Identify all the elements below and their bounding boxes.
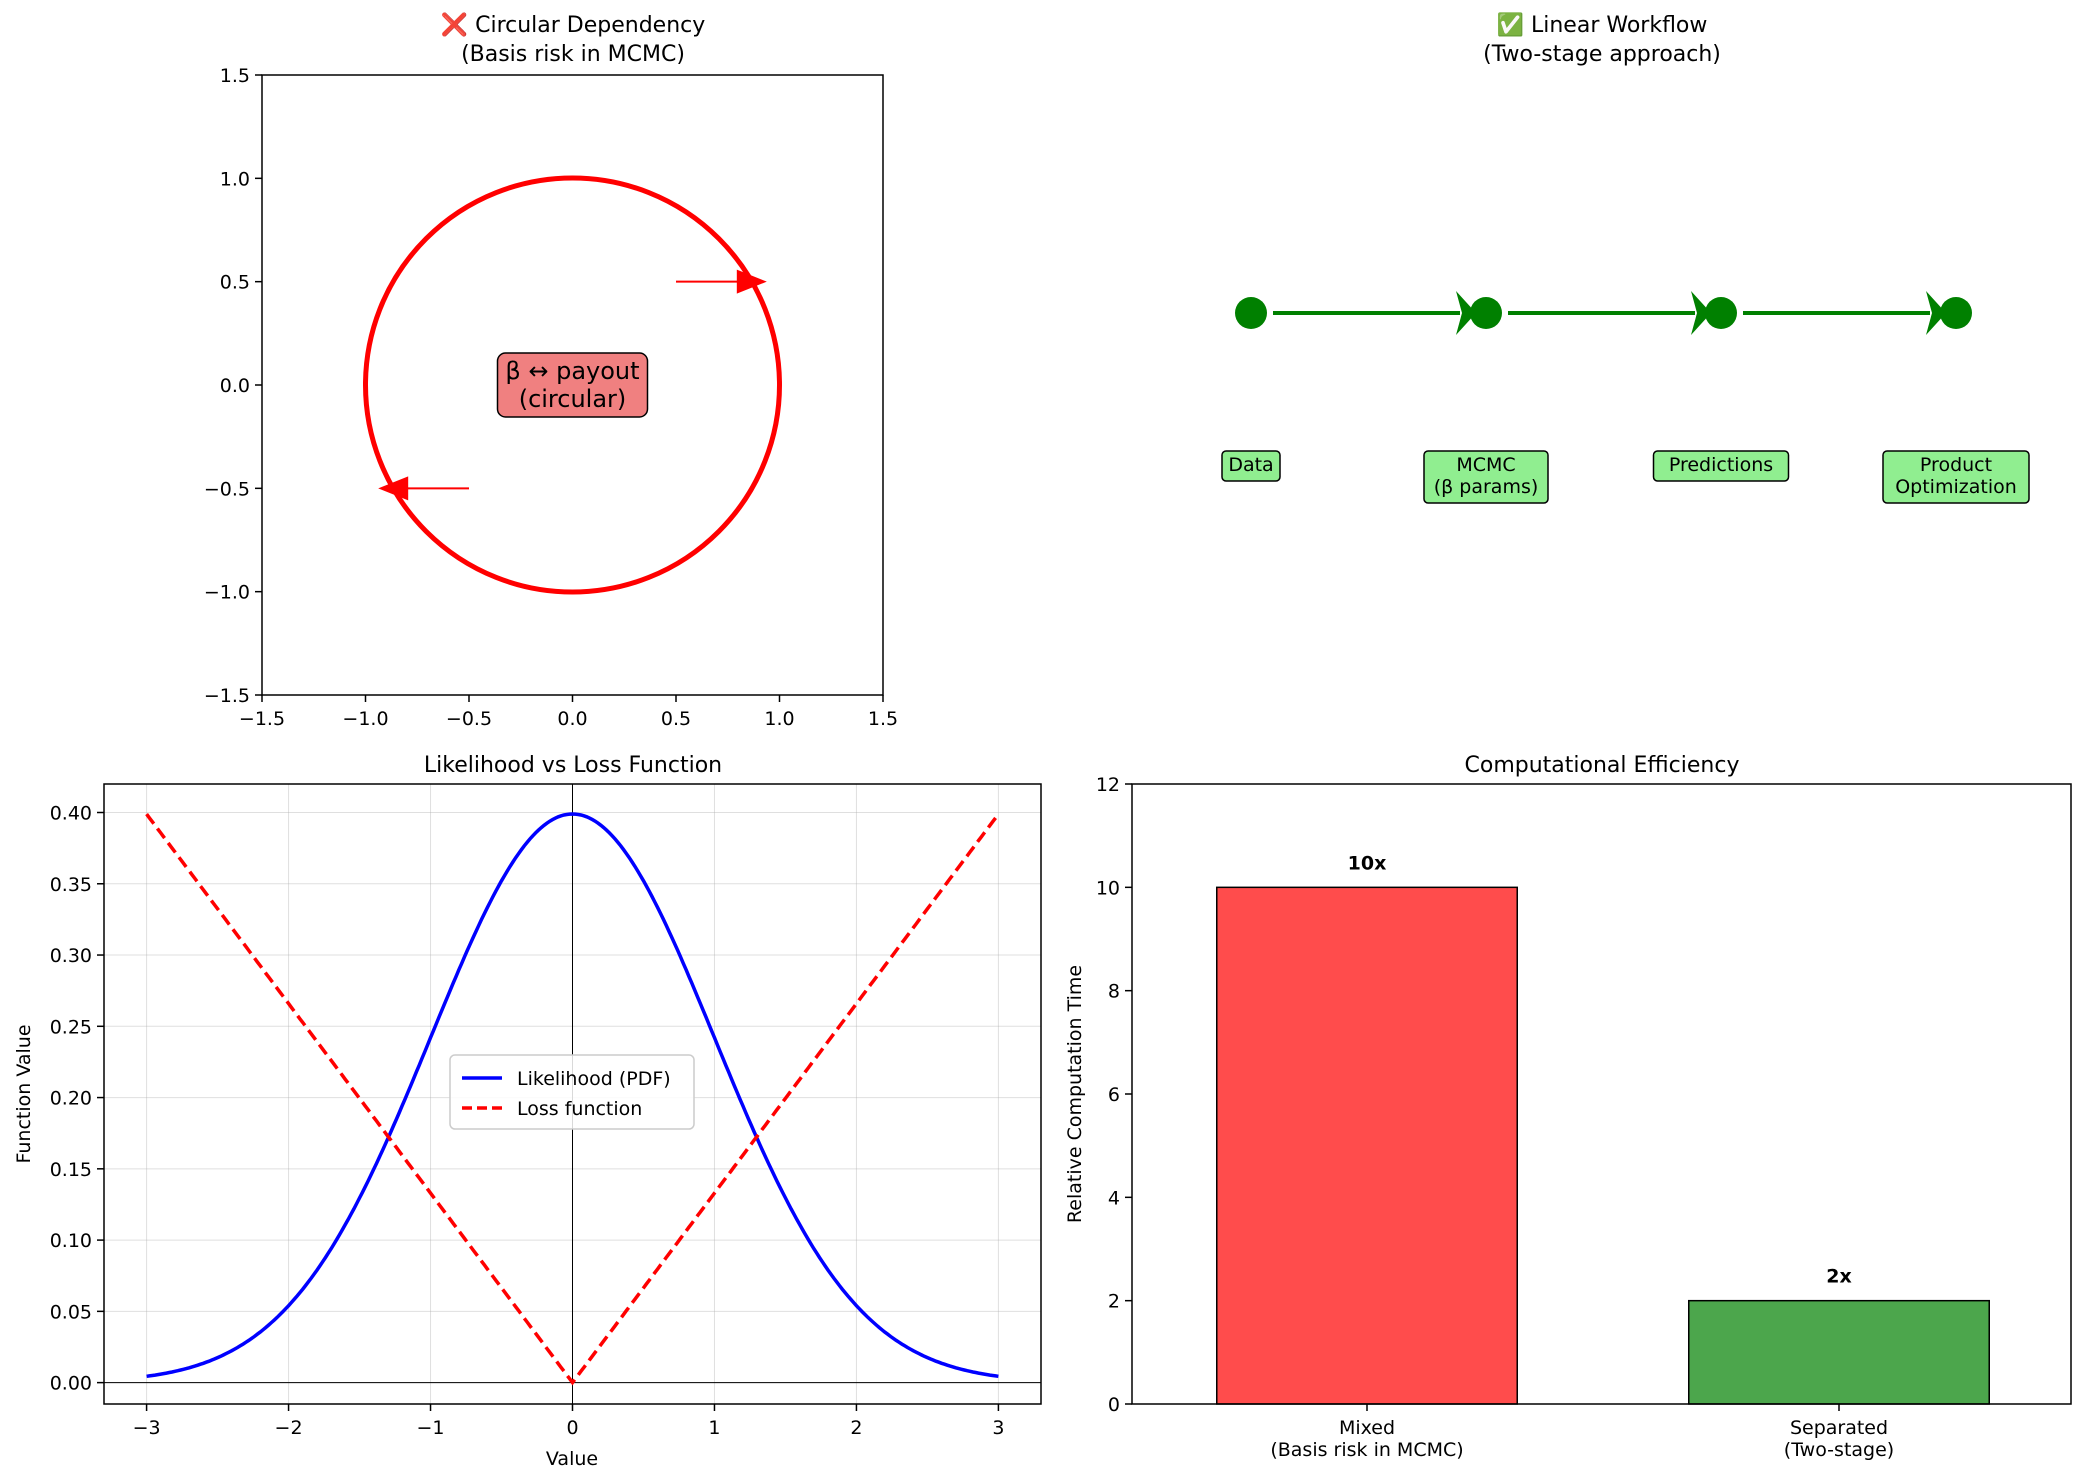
- workflow-arrow-head: [1926, 291, 1946, 335]
- p4-ytick-label: 0: [1108, 1394, 1120, 1416]
- p1-xtick-label: −0.5: [446, 708, 492, 730]
- workflow-label: (β params): [1434, 476, 1539, 498]
- p3-title: Likelihood vs Loss Function: [424, 753, 722, 778]
- p1-xtick-label: 1.0: [764, 708, 794, 730]
- p3-ytick-label: 0.10: [50, 1230, 92, 1252]
- likelihood-line: [146, 812, 999, 1379]
- circular-arrow-head: [736, 269, 767, 294]
- center-label-box: β ↔ payout (circular): [496, 352, 649, 418]
- efficiency-bar: [1688, 1299, 1990, 1405]
- p1-title: ❌ Circular Dependency: [441, 12, 706, 38]
- p1-subtitle: (Basis risk in MCMC): [461, 42, 685, 67]
- p1-xtick-label: −1.0: [342, 708, 388, 730]
- p1-ticks: −1.5−1.5 −1.0 −1.0 −0.5 −0.5 0.0 0.0 0.5 0.5 1.0 1…: [204, 65, 898, 730]
- workflow-flow: Data MCMC(β params) Predictions ProductOpti…: [1221, 291, 2030, 504]
- p3-ytick-label: 0.20: [50, 1088, 92, 1110]
- workflow-label-bg: [1221, 450, 1281, 482]
- center-label-bg: [496, 352, 649, 418]
- p3-ylabel: Function Value: [13, 1024, 35, 1163]
- workflow-label-bg: [1423, 450, 1549, 504]
- workflow-label: Optimization: [1895, 476, 2017, 498]
- workflow-label: Product: [1920, 454, 1992, 476]
- p1-xtick-label: 0.0: [557, 708, 587, 730]
- p3-ytick-label: 0.30: [50, 945, 92, 967]
- p3-xtick-label: −3: [133, 1417, 161, 1439]
- p4-ylabel: Relative Computation Time: [1064, 965, 1086, 1223]
- p3-axes-frame: [103, 783, 1042, 1405]
- workflow-arrow-head: [1691, 291, 1711, 335]
- p1-ytick-label: −1.5: [204, 685, 250, 707]
- p4-bars: 10x 2x: [1216, 852, 1990, 1405]
- p2-subtitle: (Two-stage approach): [1483, 42, 1721, 67]
- circular-dependency-panel: ❌ Circular Dependency (Basis risk in MCM…: [204, 12, 898, 730]
- p4-title: Computational Efficiency: [1465, 753, 1740, 778]
- p1-ytick-label: −1.0: [204, 582, 250, 604]
- p4-ytick-label: 4: [1108, 1187, 1120, 1209]
- p3-ytick-label: 0.15: [50, 1159, 92, 1181]
- p3-xtick-label: 1: [708, 1417, 720, 1439]
- p1-xtick-label: 1.5: [868, 708, 898, 730]
- p1-axes-frame: [261, 74, 884, 696]
- workflow-label-bg: [1652, 450, 1790, 482]
- legend-label-likelihood: Likelihood (PDF): [517, 1068, 671, 1090]
- p3-xtick-label: −1: [417, 1417, 445, 1439]
- p4-xtick-label: Mixed: [1339, 1417, 1395, 1439]
- p3-ytick-label: 0.25: [50, 1016, 92, 1038]
- p4-ytick-label: 10: [1096, 877, 1120, 899]
- p4-axes-frame: [1131, 783, 2072, 1405]
- center-label-line-2: (circular): [519, 385, 627, 413]
- p4-ytick-label: 8: [1108, 981, 1120, 1003]
- p4-xtick-label: (Two-stage): [1784, 1439, 1894, 1461]
- p3-ytick-label: 0.40: [50, 803, 92, 825]
- bar-value-label: 10x: [1348, 852, 1387, 874]
- p4-xtick-label: (Basis risk in MCMC): [1270, 1439, 1463, 1461]
- workflow-label: MCMC: [1456, 454, 1515, 476]
- p3-ytick-label: 0.05: [50, 1301, 92, 1323]
- p3-xtick-label: 3: [992, 1417, 1004, 1439]
- workflow-label: Predictions: [1669, 454, 1773, 476]
- likelihood-loss-panel: Likelihood vs Loss Function −3 −2 −1 0 1 2 3 0.…: [13, 753, 1042, 1470]
- legend-frame: [449, 1054, 695, 1130]
- p1-xtick-label: −1.5: [239, 708, 285, 730]
- workflow-label-bg: [1882, 450, 2030, 504]
- workflow-node: [1235, 297, 1267, 329]
- workflow-node: [1940, 297, 1972, 329]
- p3-legend: Likelihood (PDF) Loss function: [449, 1054, 695, 1130]
- p3-xtick-label: 0: [566, 1417, 578, 1439]
- p4-ytick-label: 6: [1108, 1084, 1120, 1106]
- p4-ytick-label: 2: [1108, 1291, 1120, 1313]
- computational-efficiency-panel: Computational Efficiency 024681012Mixed(…: [1064, 753, 2072, 1461]
- p1-ytick-label: 1.0: [220, 168, 250, 190]
- p1-arrows: [378, 269, 767, 501]
- loss-line: [145, 813, 1000, 1386]
- workflow-arrow-head: [1456, 291, 1476, 335]
- p3-xtick-label: 2: [850, 1417, 862, 1439]
- p1-ytick-label: 1.5: [220, 65, 250, 87]
- p2-title: ✅ Linear Workflow: [1497, 12, 1708, 38]
- workflow-node: [1705, 297, 1737, 329]
- dependency-circle: [363, 175, 782, 595]
- p3-ytick-label: 0.35: [50, 874, 92, 896]
- p1-ytick-label: 0.5: [220, 272, 250, 294]
- p3-ytick-label: 0.00: [50, 1373, 92, 1395]
- p3-xlabel: Value: [546, 1448, 598, 1470]
- p1-xtick-label: 0.5: [661, 708, 691, 730]
- p3-series: [145, 812, 1000, 1386]
- workflow-node: [1470, 297, 1502, 329]
- p4-xtick-label: Separated: [1790, 1417, 1888, 1439]
- linear-workflow-panel: ✅ Linear Workflow (Two-stage approach) D…: [1221, 12, 2030, 504]
- p1-ytick-label: −0.5: [204, 478, 250, 500]
- p4-ticks: 0 2 4 6 8 10 12 Mixed(Basis risk in MCMC) Separa…: [1096, 774, 1894, 1461]
- p3-xtick-label: −2: [275, 1417, 303, 1439]
- legend-label-loss: Loss function: [517, 1098, 642, 1120]
- p4-ytick-label: 12: [1096, 774, 1120, 796]
- p3-ticks: −3 −2 −1 0 1 2 3 0.00 0.05 0.10 0.15 0.20 0.25 0.30 0.…: [50, 803, 1005, 1439]
- center-label-line-1: β ↔ payout: [505, 357, 639, 385]
- workflow-label: Data: [1228, 454, 1273, 476]
- efficiency-bar: [1216, 886, 1518, 1405]
- bar-value-label: 2x: [1826, 1266, 1851, 1288]
- p1-ytick-label: 0.0: [220, 375, 250, 397]
- circular-arrow-head: [378, 476, 409, 501]
